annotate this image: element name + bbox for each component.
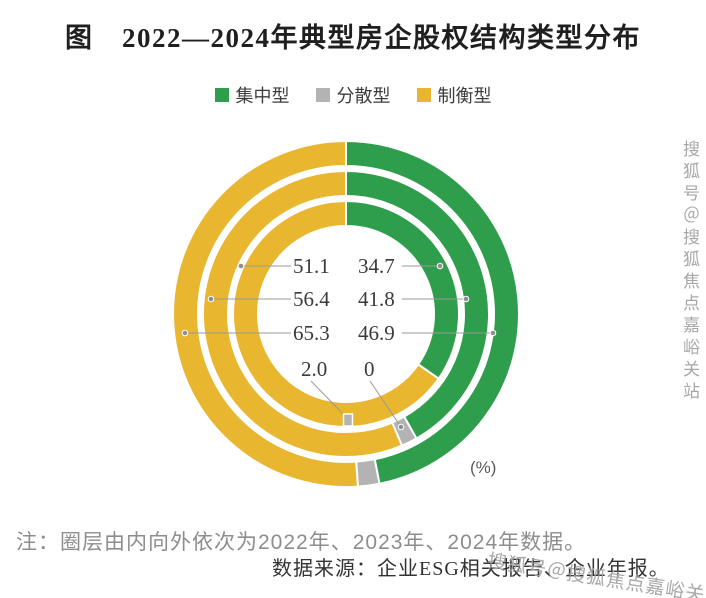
legend-label-concentrated: 集中型 — [235, 86, 290, 106]
leader-dot-5 — [489, 329, 497, 337]
value-label-balanced-2023: 56.4 — [293, 287, 330, 311]
legend-swatch-dispersed — [315, 88, 330, 102]
value-label-concentrated-2024: 46.9 — [358, 321, 395, 345]
leader-dot-2 — [181, 329, 189, 337]
leader-dot-4 — [462, 295, 470, 303]
legend-label-balanced: 制衡型 — [437, 86, 492, 106]
legend-item-balanced: 制衡型 — [416, 82, 492, 108]
watermark-vertical: 搜狐号＠搜狐焦点嘉峪关站 — [680, 140, 699, 404]
leader-line-7 — [369, 380, 400, 425]
legend-label-dispersed: 分散型 — [336, 86, 391, 106]
ring-2024-slice-dispersed — [355, 458, 381, 488]
leader-dot-1 — [207, 295, 215, 303]
legend-swatch-balanced — [416, 88, 431, 102]
legend-item-concentrated: 集中型 — [214, 82, 290, 108]
value-label-dispersed-2024: 2.0 — [301, 357, 328, 381]
legend-swatch-concentrated — [214, 88, 229, 102]
legend: 集中型 分散型 制衡型 — [0, 82, 706, 108]
legend-item-dispersed: 分散型 — [315, 82, 391, 108]
data-source: 数据来源：企业ESG相关报告、企业年报。 — [272, 558, 670, 580]
ring-2024-slice-balanced — [172, 140, 359, 488]
ring-2023-slice-balanced — [202, 170, 403, 458]
leader-dot-3 — [436, 262, 444, 270]
value-label-balanced-2022: 65.3 — [293, 321, 330, 345]
value-label-concentrated-2023: 41.8 — [358, 287, 395, 311]
ring-2022-slice-balanced — [232, 200, 440, 428]
chart-title: 图 2022—2024年典型房企股权结构类型分布 — [65, 23, 641, 53]
footnote: 注：圈层由内向外依次为2022年、2023年、2024年数据。 — [16, 531, 587, 554]
leader-line-6 — [310, 380, 346, 417]
unit-label: (%) — [470, 458, 497, 477]
leader-dot-0 — [237, 262, 245, 270]
value-label-concentrated-2022: 34.7 — [358, 254, 395, 278]
leader-dot-7 — [397, 423, 405, 431]
dispersed-marker — [342, 413, 354, 427]
value-label-dispersed-2022: 0 — [364, 357, 375, 381]
value-label-balanced-2024: 51.1 — [293, 254, 330, 278]
